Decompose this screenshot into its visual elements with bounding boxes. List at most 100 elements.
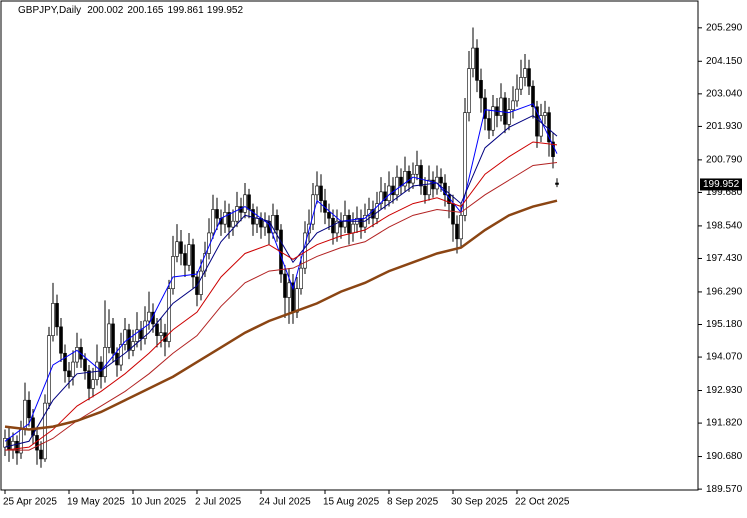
candle-body [523,68,527,78]
candle-body [59,326,63,354]
candle-body [535,106,539,137]
y-tick-label: 198.540 [706,221,743,232]
chart-title: GBPJPY,Daily [18,5,81,16]
x-tick-label: 8 Sep 2025 [387,497,439,508]
candle-body [487,118,491,131]
candle-body [327,212,331,219]
candle-body [395,176,399,196]
candle-body [235,206,239,222]
candle-body [539,115,543,137]
candle-body [155,323,159,336]
candle-body [47,335,51,404]
candle-body [147,311,151,322]
candle-body [187,244,191,266]
candle-body [439,176,443,184]
candle-body [299,267,303,289]
candle-body [179,241,183,254]
candle-body [287,282,291,298]
candle-body [7,438,11,451]
candle-body [499,97,503,116]
candle-body [247,194,251,210]
candle-body [351,223,355,234]
candle-body [51,303,55,336]
candle-body [15,440,19,454]
y-tick-label: 199.680 [706,187,743,198]
candle-body [143,320,147,339]
x-tick-label: 2 Jul 2025 [195,497,242,508]
candle-body [511,100,515,110]
candle-body [91,379,95,389]
candle-body [543,112,547,116]
candle-body [211,209,215,234]
candle-body [223,212,227,225]
candle-body [547,112,551,143]
candle-body [43,402,47,460]
candle-body [227,212,231,228]
candle-body [123,329,127,345]
candle-body [387,185,391,201]
y-tick-label: 204.150 [706,56,743,67]
candle-body [475,47,479,81]
candle-body [27,399,31,419]
candle-body [111,323,115,354]
y-tick-label: 189.570 [706,484,743,495]
candle-body [463,112,467,216]
moving-average [4,114,558,448]
candle-body [71,361,75,378]
candle-body [35,435,39,451]
candle-body [503,97,507,125]
candle-body [515,88,519,102]
candle-body [275,215,279,231]
candle-body [127,329,131,351]
candle-body [83,358,87,372]
candle-body [467,68,471,113]
y-tick-label: 195.180 [706,319,743,330]
candle-body [55,303,59,328]
candle-body [67,370,71,378]
candle-body [243,194,247,213]
candle-body [23,399,27,430]
y-tick-label: 203.040 [706,88,743,99]
candle-body [319,185,323,201]
moving-average [4,141,558,451]
x-tick-label: 15 Aug 2025 [323,497,380,508]
candle-body [431,179,435,190]
candle-body [75,347,79,363]
candle-body [63,352,67,372]
candle-body [199,270,203,295]
x-tick-label: 25 Apr 2025 [3,497,57,508]
x-tick-label: 19 May 2025 [67,497,125,508]
candle-body [159,332,163,336]
candle-body [191,244,195,278]
candle-body [403,171,407,187]
chart-header: GBPJPY,Daily 200.002 200.165 199.861 199.952 [18,5,243,16]
candle-body [175,241,179,257]
candle-body [483,97,487,119]
candle-body [167,288,171,342]
candle-body [171,256,175,289]
candle-body [103,347,107,378]
candle-body [383,191,387,201]
x-tick-label: 30 Sep 2025 [451,497,508,508]
candle-body [359,217,363,228]
candle-body [419,165,423,187]
candle-body [471,47,475,69]
candle-body [407,171,411,184]
candle-body [135,329,139,342]
candle-body [379,191,383,204]
x-tick-label: 10 Jun 2025 [131,497,186,508]
candle-body [455,223,459,240]
candle-body [427,179,431,196]
candle-body [231,220,235,228]
candle-body [295,288,299,313]
y-tick-label: 197.430 [706,253,743,264]
candle-body [415,165,419,175]
candle-body [215,209,219,219]
y-tick-label: 196.290 [706,287,743,298]
candle-body [19,429,23,454]
price-label-box [700,178,742,191]
x-tick-label: 22 Oct 2025 [515,497,570,508]
moving-average [4,199,558,431]
moving-average [5,162,558,451]
